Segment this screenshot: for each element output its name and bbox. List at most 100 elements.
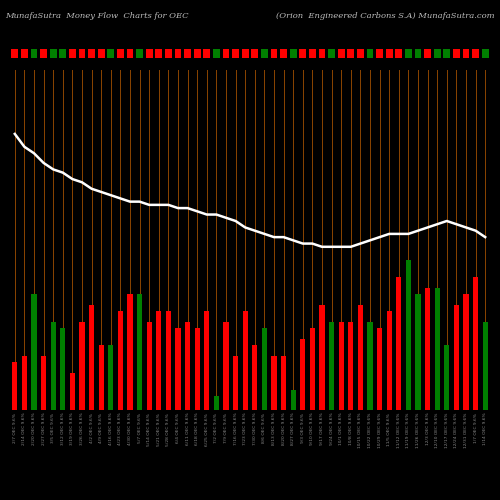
Bar	[146, 322, 152, 410]
Bar	[21, 48, 28, 58]
Bar	[434, 48, 440, 58]
Bar	[473, 278, 478, 410]
Bar	[126, 48, 134, 58]
Bar	[242, 48, 248, 58]
Bar	[328, 48, 335, 58]
Bar	[242, 312, 248, 410]
Bar	[338, 322, 344, 410]
Bar	[204, 312, 210, 410]
Bar	[290, 390, 296, 410]
Bar	[309, 48, 316, 58]
Bar	[40, 48, 47, 58]
Bar	[88, 48, 95, 58]
Bar	[310, 328, 315, 410]
Bar	[184, 48, 191, 58]
Bar	[406, 260, 411, 410]
Bar	[213, 48, 220, 58]
Bar	[174, 48, 182, 58]
Bar	[482, 48, 488, 58]
Bar	[272, 356, 276, 410]
Bar	[416, 294, 420, 410]
Bar	[98, 346, 104, 410]
Bar	[22, 356, 27, 410]
Bar	[281, 356, 286, 410]
Bar	[32, 294, 36, 410]
Bar	[414, 48, 422, 58]
Bar	[425, 288, 430, 410]
Bar	[261, 48, 268, 58]
Bar	[366, 48, 374, 58]
Bar	[117, 48, 124, 58]
Text: MunafaSutra  Money Flow  Charts for OEC: MunafaSutra Money Flow Charts for OEC	[5, 12, 188, 20]
Bar	[318, 48, 326, 58]
Bar	[472, 48, 479, 58]
Bar	[70, 372, 75, 410]
Bar	[69, 48, 76, 58]
Bar	[137, 294, 142, 410]
Bar	[194, 328, 200, 410]
Bar	[146, 48, 152, 58]
Bar	[262, 328, 267, 410]
Bar	[434, 288, 440, 410]
Bar	[464, 294, 468, 410]
Bar	[194, 48, 200, 58]
Bar	[386, 312, 392, 410]
Bar	[338, 48, 344, 58]
Bar	[165, 48, 172, 58]
Bar	[118, 312, 123, 410]
Bar	[357, 48, 364, 58]
Bar	[329, 322, 334, 410]
Bar	[280, 48, 287, 58]
Bar	[424, 48, 431, 58]
Bar	[50, 322, 56, 410]
Bar	[348, 48, 354, 58]
Bar	[454, 304, 459, 410]
Bar	[30, 48, 38, 58]
Bar	[60, 48, 66, 58]
Bar	[482, 322, 488, 410]
Bar	[222, 48, 230, 58]
Bar	[176, 328, 180, 410]
Bar	[233, 356, 238, 410]
Bar	[300, 48, 306, 58]
Bar	[462, 48, 469, 58]
Bar	[156, 48, 162, 58]
Bar	[12, 362, 18, 410]
Bar	[224, 322, 228, 410]
Bar	[204, 48, 210, 58]
Bar	[405, 48, 412, 58]
Bar	[78, 48, 86, 58]
Bar	[166, 312, 171, 410]
Text: (Orion  Engineered Carbons S.A) MunafaSutra.com: (Orion Engineered Carbons S.A) MunafaSut…	[276, 12, 495, 20]
Bar	[214, 396, 219, 410]
Bar	[444, 48, 450, 58]
Bar	[232, 48, 239, 58]
Bar	[348, 322, 354, 410]
Bar	[300, 338, 306, 410]
Bar	[136, 48, 143, 58]
Bar	[108, 48, 114, 58]
Bar	[50, 48, 56, 58]
Bar	[396, 48, 402, 58]
Bar	[80, 322, 84, 410]
Bar	[89, 304, 94, 410]
Bar	[156, 312, 162, 410]
Bar	[252, 346, 258, 410]
Bar	[368, 322, 372, 410]
Bar	[108, 346, 114, 410]
Bar	[386, 48, 392, 58]
Bar	[444, 346, 450, 410]
Bar	[270, 48, 278, 58]
Bar	[185, 322, 190, 410]
Bar	[60, 328, 66, 410]
Bar	[358, 304, 363, 410]
Bar	[396, 278, 402, 410]
Bar	[376, 48, 383, 58]
Bar	[41, 356, 46, 410]
Bar	[453, 48, 460, 58]
Bar	[377, 328, 382, 410]
Bar	[320, 304, 324, 410]
Bar	[98, 48, 104, 58]
Bar	[12, 48, 18, 58]
Bar	[128, 294, 132, 410]
